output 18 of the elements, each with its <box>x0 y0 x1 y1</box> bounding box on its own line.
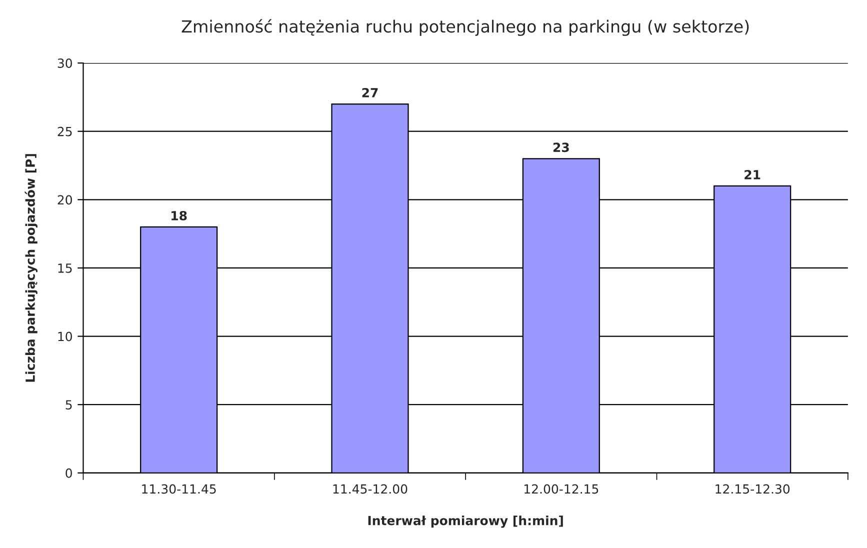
x-tick-label: 11.30-11.45 <box>142 484 216 494</box>
y-tick-label: 10 <box>58 332 72 342</box>
x-tick-label: 12.15-12.30 <box>716 484 790 494</box>
y-tick-label: 0 <box>66 468 72 478</box>
y-tick-label: 20 <box>58 195 72 205</box>
y-tick-label: 5 <box>66 400 72 410</box>
data-label: 18 <box>172 210 187 220</box>
y-tick-label: 30 <box>58 58 72 68</box>
y-axis-title: Liczba parkujących pojazdów [P] <box>24 154 38 382</box>
data-label: 21 <box>744 170 760 180</box>
y-tick-label: 15 <box>58 264 72 273</box>
data-label: 27 <box>362 88 378 98</box>
x-tick-label: 11.45-12.00 <box>333 484 408 494</box>
x-tick-label: 12.00-12.15 <box>524 484 598 494</box>
y-tick-label: 25 <box>58 126 72 136</box>
chart-title: Zmienność natężenia ruchu potencjalnego na parkingu (w sektorze) <box>182 19 749 36</box>
data-label: 23 <box>553 142 569 152</box>
x-axis-title: Interwał pomiarowy [h:min] <box>368 516 563 528</box>
